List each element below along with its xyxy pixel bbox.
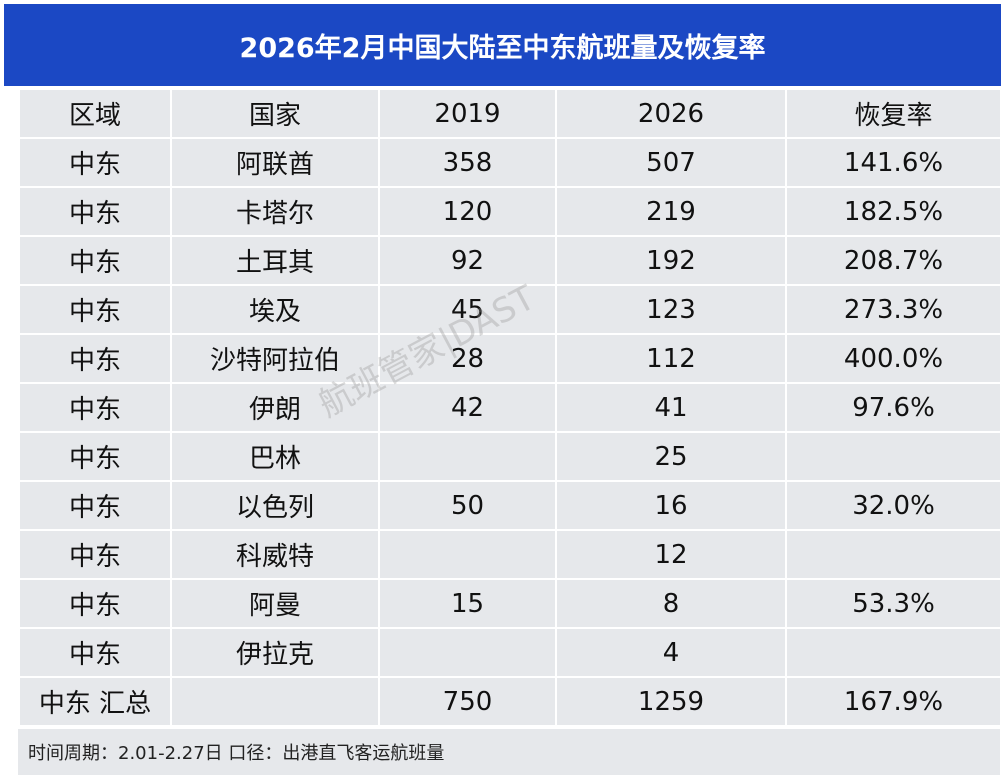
cell: 92 [378, 235, 557, 286]
cell: 中东 [18, 284, 172, 335]
cell: 208.7% [785, 235, 1002, 286]
row: 中东 巴林 25 [18, 431, 1002, 482]
row: 中东 阿联酋 358 507 141.6% [18, 137, 1002, 188]
cell: 中东 [18, 529, 172, 580]
header-cell: 2026 [555, 88, 787, 139]
cell: 97.6% [785, 382, 1002, 433]
row: 中东 以色列 50 16 32.0% [18, 480, 1002, 531]
cell: 中东 [18, 627, 172, 678]
cell: 25 [555, 431, 787, 482]
cell: 8 [555, 578, 787, 629]
cell: 伊朗 [170, 382, 380, 433]
cell: 阿联酋 [170, 137, 380, 188]
cell: 中东 [18, 382, 172, 433]
cell: 16 [555, 480, 787, 531]
cell [785, 627, 1002, 678]
cell [378, 529, 557, 580]
cell: 507 [555, 137, 787, 188]
header-cell: 恢复率 [785, 88, 1002, 139]
cell: 科威特 [170, 529, 380, 580]
cell: 45 [378, 284, 557, 335]
cell: 中东 [18, 186, 172, 237]
cell: 中东 汇总 [18, 676, 172, 727]
title: 2026年2月中国大陆至中东航班量及恢复率 [4, 4, 1001, 86]
cell: 112 [555, 333, 787, 384]
header-cell: 区域 [18, 88, 172, 139]
cell: 中东 [18, 333, 172, 384]
cell: 42 [378, 382, 557, 433]
cell: 1259 [555, 676, 787, 727]
cell: 埃及 [170, 284, 380, 335]
header-row: 区域 国家 2019 2026 恢复率 [18, 88, 1002, 139]
cell: 53.3% [785, 578, 1002, 629]
footer-note: 时间周期：2.01-2.27日 口径：出港直飞客运航班量 [18, 729, 1000, 775]
row: 中东 土耳其 92 192 208.7% [18, 235, 1002, 286]
cell [378, 627, 557, 678]
cell: 12 [555, 529, 787, 580]
cell: 50 [378, 480, 557, 531]
cell: 中东 [18, 235, 172, 286]
cell: 41 [555, 382, 787, 433]
cell: 15 [378, 578, 557, 629]
cell: 中东 [18, 578, 172, 629]
row: 中东 埃及 45 123 273.3% [18, 284, 1002, 335]
row: 中东 伊朗 42 41 97.6% [18, 382, 1002, 433]
cell: 750 [378, 676, 557, 727]
cell [785, 529, 1002, 580]
cell: 182.5% [785, 186, 1002, 237]
cell [785, 431, 1002, 482]
cell: 中东 [18, 431, 172, 482]
row: 中东 阿曼 15 8 53.3% [18, 578, 1002, 629]
cell: 沙特阿拉伯 [170, 333, 380, 384]
row: 中东 卡塔尔 120 219 182.5% [18, 186, 1002, 237]
cell: 卡塔尔 [170, 186, 380, 237]
cell: 219 [555, 186, 787, 237]
table: 区域 国家 2019 2026 恢复率 中东 阿联酋 358 507 141.6% 中东 卡塔尔 120… [18, 88, 1002, 727]
cell: 192 [555, 235, 787, 286]
cell: 以色列 [170, 480, 380, 531]
cell: 中东 [18, 480, 172, 531]
cell: 28 [378, 333, 557, 384]
row: 中东 科威特 12 [18, 529, 1002, 580]
cell: 32.0% [785, 480, 1002, 531]
header-cell: 国家 [170, 88, 380, 139]
cell: 123 [555, 284, 787, 335]
cell: 141.6% [785, 137, 1002, 188]
cell: 中东 [18, 137, 172, 188]
cell: 4 [555, 627, 787, 678]
cell: 伊拉克 [170, 627, 380, 678]
cell: 土耳其 [170, 235, 380, 286]
cell: 巴林 [170, 431, 380, 482]
header-cell: 2019 [378, 88, 557, 139]
cell: 阿曼 [170, 578, 380, 629]
cell: 273.3% [785, 284, 1002, 335]
cell: 400.0% [785, 333, 1002, 384]
cell [378, 431, 557, 482]
row: 中东 伊拉克 4 [18, 627, 1002, 678]
cell: 167.9% [785, 676, 1002, 727]
cell: 358 [378, 137, 557, 188]
row: 中东 沙特阿拉伯 28 112 400.0% [18, 333, 1002, 384]
cell: 120 [378, 186, 557, 237]
cell [170, 676, 380, 727]
row: 中东 汇总 750 1259 167.9% [18, 676, 1002, 727]
